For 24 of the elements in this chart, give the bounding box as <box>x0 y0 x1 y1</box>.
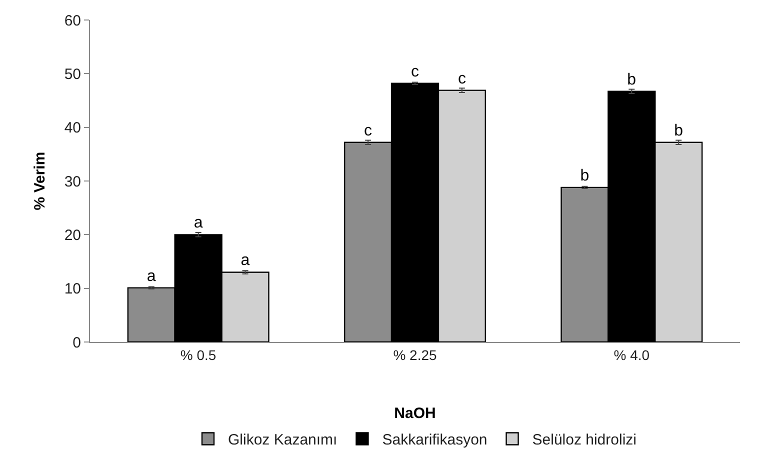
data-label: c <box>364 122 372 140</box>
y-tick-label: 50 <box>64 66 81 83</box>
y-tick-label: 10 <box>64 280 81 298</box>
y-tick-label: 40 <box>64 120 81 137</box>
y-tick-label: 30 <box>64 173 81 190</box>
legend-label: Sakkarifikasyon <box>382 432 488 449</box>
y-tick-label: 20 <box>64 226 81 244</box>
legend-label: Selüloz hidrolizi <box>532 432 636 449</box>
legend-label: Glikoz Kazanımı <box>228 432 338 449</box>
data-label: c <box>411 63 419 80</box>
data-label: a <box>194 214 203 232</box>
data-label: b <box>674 122 684 140</box>
x-tick-label: % 0.5 <box>180 346 216 363</box>
y-tick-label: 0 <box>72 334 81 352</box>
x-axis-title: NaOH <box>394 404 436 422</box>
y-tick-label: 60 <box>64 12 81 30</box>
y-axis-title: % Verim <box>32 152 49 210</box>
x-tick-label: % 4.0 <box>614 346 650 363</box>
data-label: a <box>240 252 250 270</box>
x-tick-label: % 2.25 <box>393 346 438 363</box>
data-label: a <box>146 268 156 285</box>
data-label: c <box>458 70 466 88</box>
data-label: b <box>580 167 590 184</box>
data-label: b <box>627 71 636 88</box>
